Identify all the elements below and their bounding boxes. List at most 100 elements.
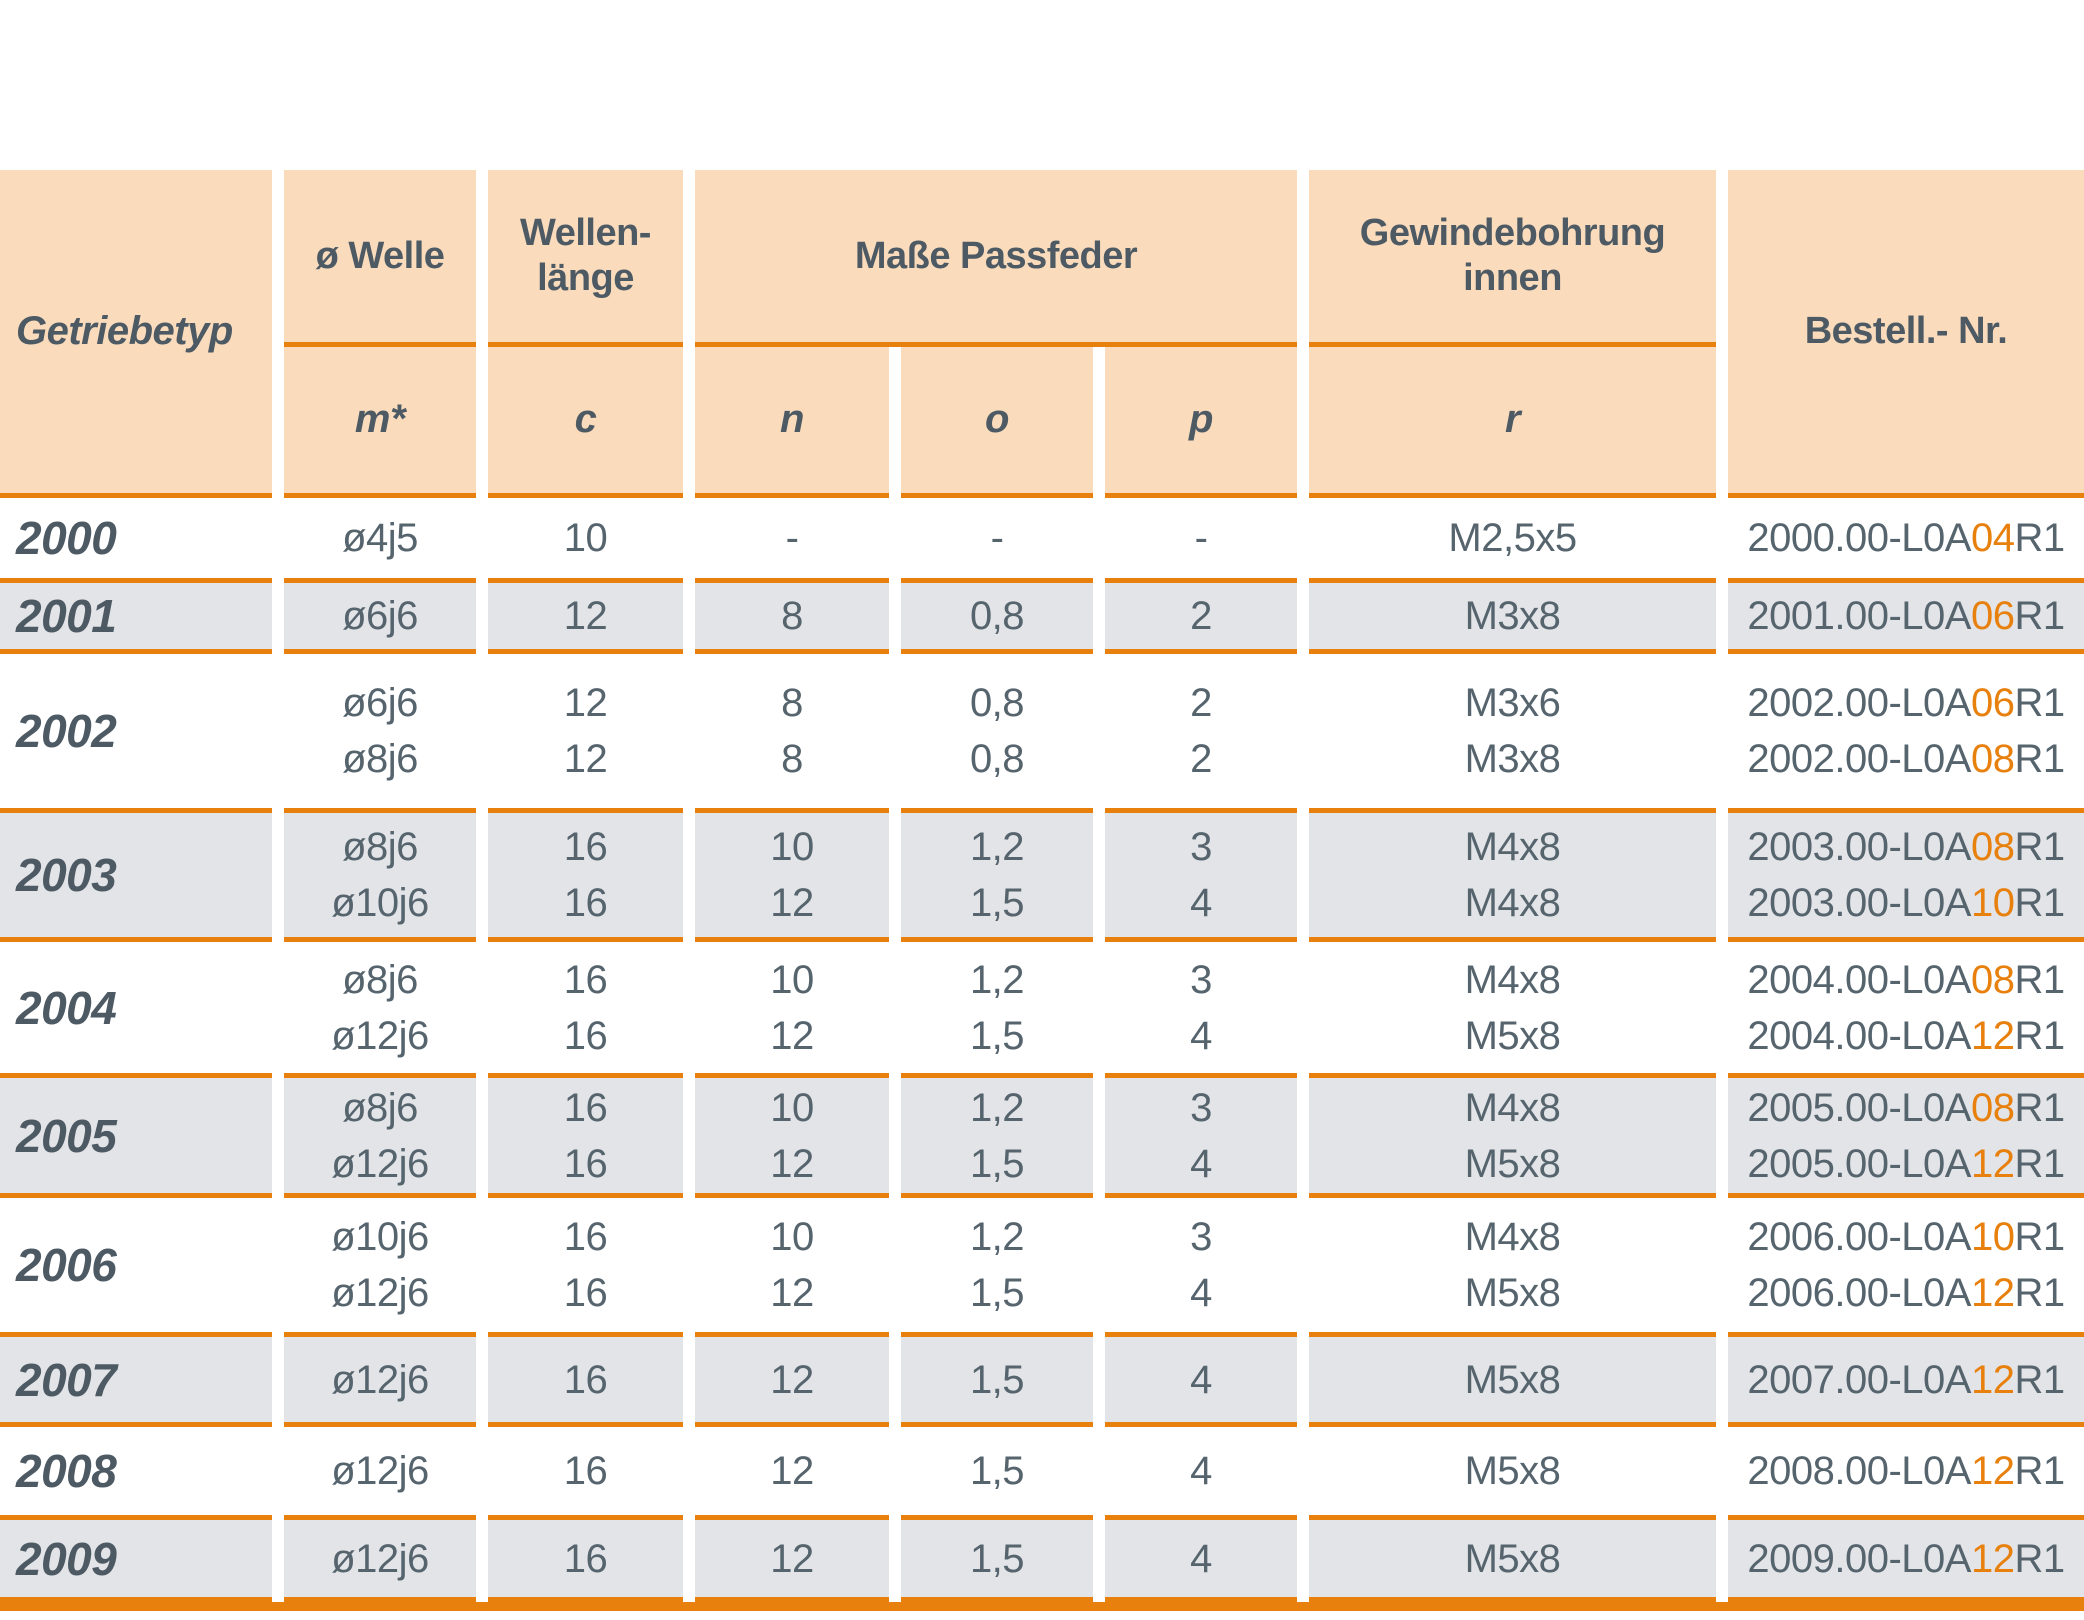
cell-line: 1,5 — [969, 1141, 1025, 1186]
bestell-number: 2004.00-L0A12R1 — [1747, 1013, 2065, 1058]
cell-line: 10 — [770, 1085, 814, 1130]
header-sub-n: n — [695, 347, 889, 498]
cell-n-2004: 10 12 — [695, 942, 889, 1073]
cell-c-2008: 16 — [488, 1427, 683, 1515]
cell-line: 12 — [770, 881, 814, 925]
cell-c-2003: 16 16 — [488, 808, 683, 942]
cell-r-2001: M3x8 — [1309, 578, 1716, 654]
header-group-welle: ø Welle — [284, 170, 476, 347]
cell-n-2001: 8 — [695, 578, 889, 654]
bestell-accent-digits: 12 — [1970, 1357, 2015, 1402]
bestell-number: 2006.00-L0A10R1 — [1747, 1215, 2065, 1259]
row-year-2002: 2002 — [16, 705, 117, 757]
cell-line: 4 — [1190, 881, 1212, 925]
bestell-number: 2002.00-L0A08R1 — [1747, 737, 2065, 781]
bestell-number: 2005.00-L0A08R1 — [1747, 1085, 2065, 1130]
cell-bestell-2002: 2002.00-L0A06R1 2002.00-L0A08R1 — [1728, 654, 2084, 808]
cell-line: 1,5 — [969, 1357, 1025, 1402]
bestell-accent-digits: 08 — [1970, 957, 2015, 1002]
cell-line: M5x8 — [1464, 1449, 1561, 1493]
bestell-accent-digits: 08 — [1970, 1085, 2015, 1130]
row-year-2003: 2003 — [0, 808, 272, 942]
cell-line: 16 — [563, 1215, 608, 1259]
cell-p-2001: 2 — [1105, 578, 1297, 654]
bestell-number: 2003.00-L0A10R1 — [1747, 881, 2065, 925]
cell-o-2006: 1,2 1,5 — [901, 1198, 1093, 1332]
cell-line: M3x8 — [1464, 594, 1561, 638]
cell-line: M5x8 — [1464, 1141, 1561, 1186]
row-year-2005: 2005 — [0, 1073, 272, 1198]
cell-line: M4x8 — [1464, 881, 1561, 925]
cell-line: 4 — [1190, 1271, 1212, 1315]
cell-o-2001: 0,8 — [901, 578, 1093, 654]
cell-line: ø12j6 — [331, 1141, 429, 1186]
cell-r-2004: M4x8 M5x8 — [1309, 942, 1716, 1073]
cell-line: ø10j6 — [331, 881, 429, 925]
row-year-2004: 2004 — [16, 981, 117, 1034]
cell-line: 1,5 — [969, 881, 1025, 925]
cell-line: M3x8 — [1464, 737, 1561, 781]
cell-c-2005: 16 16 — [488, 1073, 683, 1198]
cell-n-2005: 10 12 — [695, 1073, 889, 1198]
cell-line: ø6j6 — [342, 681, 418, 725]
bestell-number: 2005.00-L0A12R1 — [1747, 1141, 2065, 1186]
cell-bestell-2004: 2004.00-L0A08R1 2004.00-L0A12R1 — [1728, 942, 2084, 1073]
bestell-number: 2002.00-L0A06R1 — [1747, 681, 2065, 725]
cell-line: 16 — [563, 881, 608, 925]
cell-r-2009: M5x8 — [1309, 1515, 1716, 1602]
cell-m-2007: ø12j6 — [284, 1332, 476, 1427]
header-sub-p: p — [1105, 347, 1297, 498]
cell-o-2007: 1,5 — [901, 1332, 1093, 1427]
bestell-number: 2009.00-L0A12R1 — [1747, 1536, 2065, 1581]
cell-line: 12 — [770, 1449, 814, 1493]
cell-n-2007: 12 — [695, 1332, 889, 1427]
cell-line: ø12j6 — [331, 1357, 429, 1402]
cell-line: 0,8 — [969, 594, 1025, 638]
cell-line: M2,5x5 — [1448, 516, 1577, 560]
cell-line: ø4j5 — [342, 516, 418, 560]
cell-line: 8 — [781, 737, 803, 781]
cell-o-2003: 1,2 1,5 — [901, 808, 1093, 942]
cell-bestell-2005: 2005.00-L0A08R1 2005.00-L0A12R1 — [1728, 1073, 2084, 1198]
cell-line: 12 — [563, 594, 608, 638]
cell-line: 4 — [1190, 1013, 1212, 1058]
row-year-2009: 2009 — [0, 1515, 272, 1602]
bestell-accent-digits: 06 — [1970, 681, 2015, 725]
cell-p-2000: - — [1105, 498, 1297, 578]
header-getriebetyp: Getriebetyp — [0, 170, 272, 498]
cell-line: ø8j6 — [342, 825, 418, 869]
cell-line: 2 — [1190, 681, 1212, 725]
cell-c-2006: 16 16 — [488, 1198, 683, 1332]
cell-line: M4x8 — [1464, 825, 1561, 869]
cell-m-2002: ø6j6 ø8j6 — [284, 654, 476, 808]
cell-line: 3 — [1190, 1085, 1212, 1130]
cell-bestell-2008: 2008.00-L0A12R1 — [1728, 1427, 2084, 1515]
row-year-2006: 2006 — [16, 1239, 117, 1291]
cell-m-2008: ø12j6 — [284, 1427, 476, 1515]
cell-line: 4 — [1190, 1449, 1212, 1493]
cell-line: 0,8 — [969, 737, 1025, 781]
cell-line: 12 — [770, 1141, 814, 1186]
cell-line: 16 — [563, 1085, 608, 1130]
cell-n-2000: - — [695, 498, 889, 578]
cell-line: 1,5 — [969, 1536, 1025, 1581]
cell-line: 10 — [770, 825, 814, 869]
cell-bestell-2009: 2009.00-L0A12R1 — [1728, 1515, 2084, 1602]
cell-c-2002: 12 12 — [488, 654, 683, 808]
cell-line: ø8j6 — [342, 737, 418, 781]
cell-bestell-2001: 2001.00-L0A06R1 — [1728, 578, 2084, 654]
cell-line: 1,2 — [969, 1215, 1025, 1259]
row-year-2000: 2000 — [16, 512, 117, 564]
bestell-number: 2003.00-L0A08R1 — [1747, 825, 2065, 869]
cell-bestell-2000: 2000.00-L0A04R1 — [1728, 498, 2084, 578]
cell-line: M5x8 — [1464, 1271, 1561, 1315]
cell-line: 12 — [563, 737, 608, 781]
cell-line: 2 — [1190, 594, 1212, 638]
cell-r-2003: M4x8 M4x8 — [1309, 808, 1716, 942]
bestell-accent-digits: 12 — [1970, 1141, 2015, 1186]
cell-n-2009: 12 — [695, 1515, 889, 1602]
cell-line: M4x8 — [1464, 1215, 1561, 1259]
bestell-number: 2001.00-L0A06R1 — [1747, 594, 2065, 638]
bestell-number: 2007.00-L0A12R1 — [1747, 1357, 2065, 1402]
